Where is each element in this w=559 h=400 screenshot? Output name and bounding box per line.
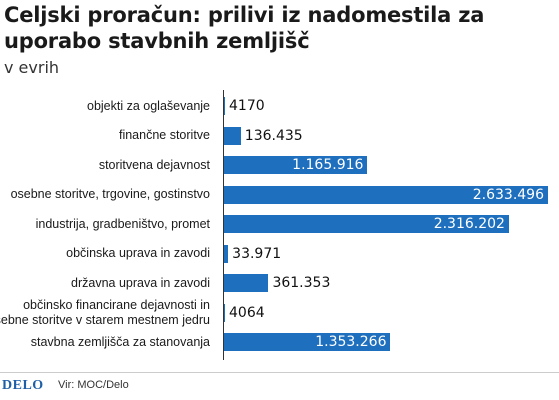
bar — [224, 215, 509, 233]
category-label: industrija, gradbeništvo, promet — [35, 216, 210, 231]
category-label: osebne storitve, trgovine, gostinstvo — [10, 187, 210, 201]
data-label: 1.353.266 — [315, 334, 387, 350]
data-label: 33.971 — [232, 245, 282, 262]
data-label: 361.353 — [272, 275, 331, 291]
bar — [224, 185, 548, 204]
chart-title: Celjski proračun: prilivi iz nadomestila… — [4, 3, 485, 53]
data-label: 136.435 — [244, 127, 303, 144]
bar — [224, 303, 225, 322]
plot-area: objekti za oglaševanje 4170 finančne stori… — [0, 90, 559, 360]
bar — [224, 156, 368, 174]
bar — [224, 244, 229, 263]
data-label: 4064 — [229, 304, 265, 321]
data-label: 1.165.916 — [292, 157, 364, 173]
data-label: 2.316.202 — [433, 216, 505, 232]
bar — [224, 333, 391, 351]
bar — [224, 126, 241, 145]
data-label: 2.633.496 — [472, 186, 544, 203]
delo-logo: DELO — [2, 378, 44, 393]
category-label: objekti za oglaševanje — [87, 98, 210, 113]
source-note: Vir: MOC/Delo — [58, 379, 129, 391]
category-label: stavbna zemljišča za stanovanja — [30, 334, 210, 349]
category-label: občinsko financirane dejavnosti in osebn… — [0, 297, 210, 327]
bar — [224, 274, 269, 292]
footer: DELO Vir: MOC/Delo — [0, 372, 559, 395]
category-label: storitvena dejavnost — [98, 157, 210, 172]
category-label: finančne storitve — [118, 128, 210, 142]
bar — [224, 97, 225, 115]
chart-subtitle: v evrih — [4, 58, 60, 77]
category-axis-line — [223, 90, 224, 360]
category-label: občinska uprava in zavodi — [66, 246, 210, 260]
category-label: državna uprava in zavodi — [71, 275, 210, 290]
data-label: 4170 — [229, 98, 265, 114]
